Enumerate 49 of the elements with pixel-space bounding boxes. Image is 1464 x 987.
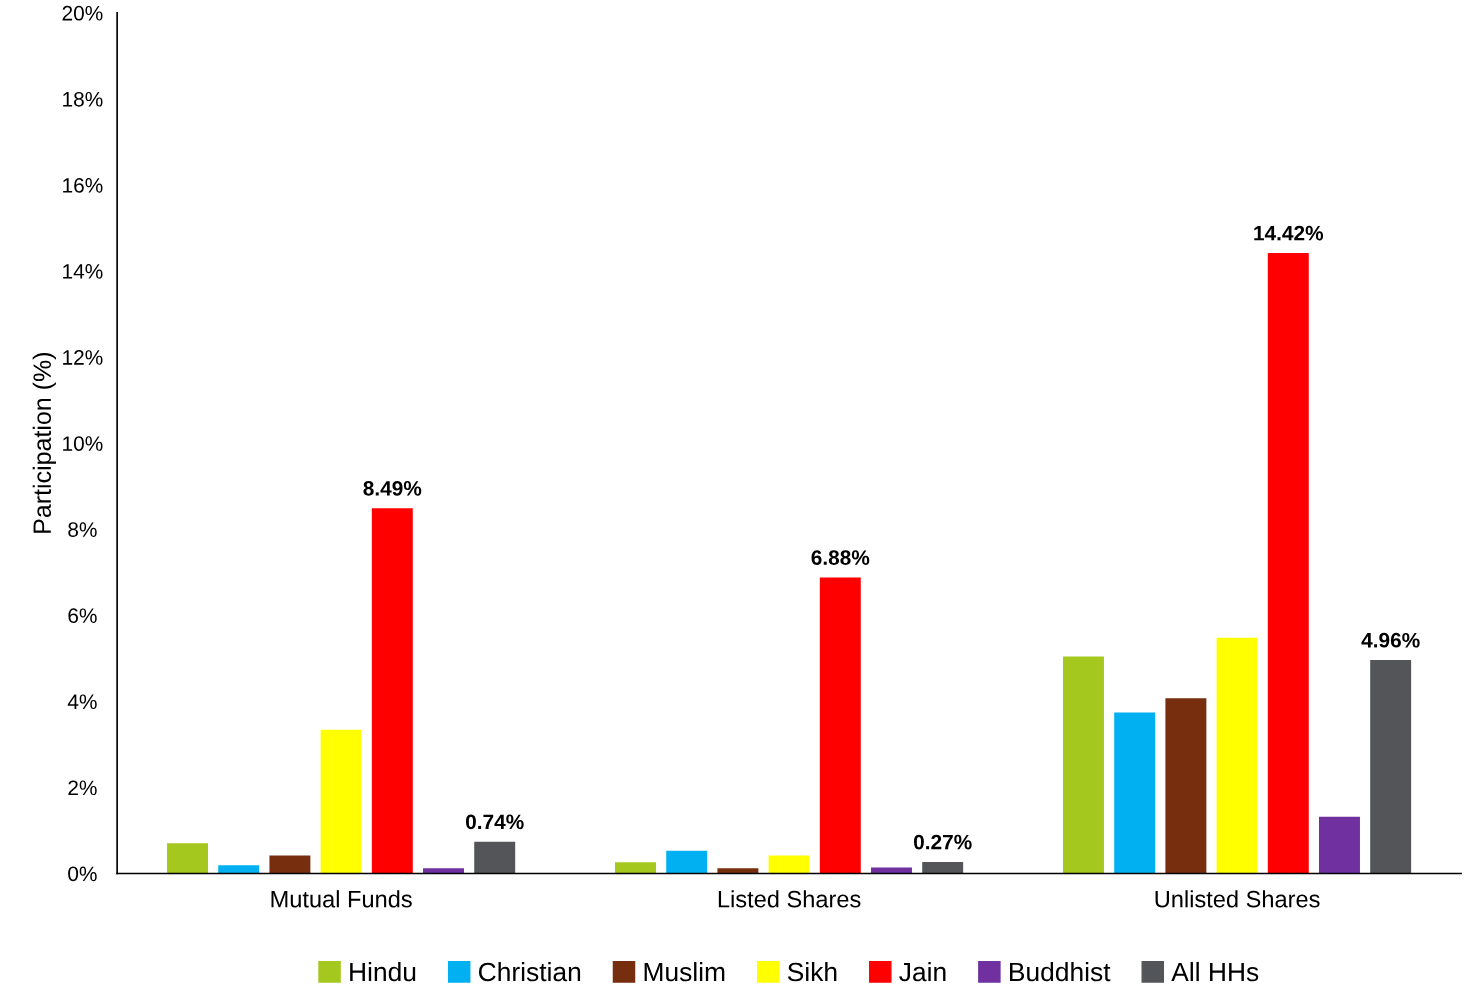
legend-label: Sikh — [787, 961, 837, 982]
y-tick-label: 16% — [63, 177, 103, 193]
legend-label: All HHs — [1171, 961, 1259, 982]
legend-label: Jain — [899, 961, 946, 982]
bar — [1114, 712, 1156, 874]
y-tick-label: 12% — [63, 350, 103, 365]
bar — [922, 861, 964, 874]
data-label: 14.42% — [1254, 225, 1324, 241]
data-label: 4.96% — [1361, 632, 1420, 648]
bar — [371, 508, 413, 874]
data-label: 8.49% — [363, 480, 422, 496]
legend-label: Christian — [478, 961, 581, 982]
x-tick-label: Listed Shares — [718, 890, 861, 908]
bar — [1319, 816, 1360, 874]
bar — [167, 843, 208, 874]
y-tick-label: 2% — [68, 780, 97, 796]
y-tick-label: 4% — [67, 694, 97, 710]
y-tick-label: 18% — [63, 91, 103, 107]
bar — [666, 850, 708, 874]
y-tick-label: 20% — [62, 5, 103, 21]
bar — [1216, 637, 1258, 874]
y-tick-label: 10% — [63, 436, 103, 451]
legend-label: Buddhist — [1010, 961, 1111, 982]
y-axis-title: Participation (%) — [32, 353, 56, 533]
y-tick-label: 8% — [68, 522, 97, 537]
x-tick-label: Unlisted Shares — [1155, 890, 1320, 908]
x-tick-label: Mutual Funds — [271, 890, 412, 908]
bar — [320, 729, 362, 874]
data-label: 0.27% — [913, 834, 972, 850]
bar — [819, 577, 861, 874]
bar — [871, 867, 912, 874]
legend-label: Muslim — [644, 961, 725, 982]
bar — [474, 841, 516, 874]
y-tick-label: 14% — [63, 264, 103, 279]
bar — [1267, 252, 1309, 874]
legend-label: Hindu — [350, 961, 416, 982]
bar — [1370, 660, 1412, 874]
bar — [269, 855, 311, 874]
data-label: 0.74% — [466, 814, 524, 830]
y-tick-label: 0% — [68, 866, 97, 882]
bar — [717, 868, 759, 874]
bar — [1063, 656, 1104, 874]
bar — [768, 855, 810, 874]
bar — [1165, 698, 1207, 874]
bar — [218, 865, 260, 874]
bar — [423, 868, 464, 874]
data-label: 6.88% — [811, 550, 870, 565]
bar — [615, 862, 656, 874]
y-tick-label: 6% — [68, 608, 97, 624]
